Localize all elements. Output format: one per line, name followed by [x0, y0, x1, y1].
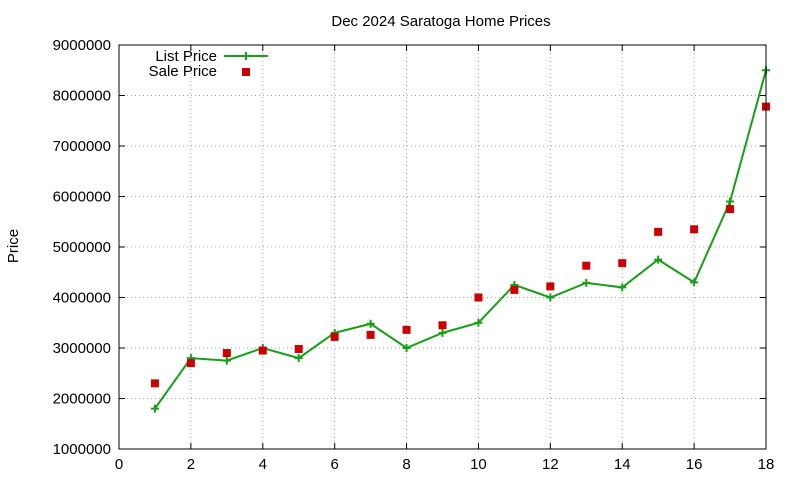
list-price-point	[690, 278, 699, 287]
sale-price-point	[654, 227, 663, 236]
chart-title: Dec 2024 Saratoga Home Prices	[331, 13, 550, 30]
sale-price-point	[330, 332, 339, 341]
y-tick-label: 4000000	[53, 290, 111, 307]
list-price-point	[726, 197, 735, 206]
list-price-point	[402, 344, 411, 352]
y-tick-label: 8000000	[53, 88, 111, 105]
list-price-point	[474, 318, 483, 327]
legend-marker-sale-price	[242, 68, 250, 76]
x-tick-label: 12	[542, 456, 559, 473]
list-price-point	[546, 293, 555, 302]
x-tick-label: 8	[402, 456, 410, 473]
sale-price-point	[150, 379, 159, 388]
sale-price-point	[366, 330, 375, 339]
sale-price-point	[618, 259, 627, 268]
x-tick-label: 18	[758, 456, 775, 473]
x-tick-label: 10	[470, 456, 487, 473]
sale-price-point	[690, 225, 699, 234]
series-line-list-price	[154, 69, 767, 410]
axis-ticks: 0 2 4 6 8 10 12 14 16 18 1000000 2000000 3000000 4000…	[53, 37, 775, 473]
x-tick-label: 2	[187, 456, 195, 473]
y-tick-label: 2000000	[53, 391, 111, 408]
list-price-point	[222, 356, 231, 365]
list-price-point	[294, 354, 303, 363]
x-tick-label: 4	[259, 456, 267, 473]
list-price-point	[654, 255, 663, 264]
sale-price-point	[294, 345, 303, 354]
y-tick-label: 7000000	[53, 138, 111, 155]
legend-marker-list-price	[242, 52, 250, 60]
sale-price-point	[582, 261, 591, 270]
sale-price-point	[186, 359, 195, 368]
sale-price-point	[402, 325, 411, 334]
x-tick-label: 0	[115, 456, 123, 473]
y-tick-label: 5000000	[53, 239, 111, 256]
legend: List Price Sale Price	[149, 48, 268, 80]
list-price-point	[438, 328, 447, 337]
y-tick-label: 1000000	[53, 441, 111, 458]
sale-price-point	[222, 349, 231, 358]
sale-price-point	[474, 293, 483, 302]
y-tick-label: 9000000	[53, 37, 111, 54]
plot-frame	[118, 44, 767, 450]
legend-label-sale-price: Sale Price	[149, 63, 217, 80]
legend-label-list-price: List Price	[155, 48, 217, 65]
y-axis-label: Price	[5, 229, 22, 263]
x-tick-label: 6	[330, 456, 338, 473]
plot-series	[150, 66, 770, 413]
list-price-point	[150, 404, 159, 413]
x-tick-label: 14	[614, 456, 631, 473]
sale-price-point	[258, 346, 267, 355]
sale-price-point	[546, 282, 555, 291]
list-price-point	[618, 283, 627, 292]
sale-price-point	[510, 285, 519, 294]
sale-price-point	[726, 205, 735, 214]
sale-price-point	[438, 321, 447, 330]
grid	[119, 45, 766, 449]
y-tick-label: 3000000	[53, 340, 111, 357]
list-price-point	[366, 319, 375, 328]
y-tick-label: 6000000	[53, 189, 111, 206]
list-price-point	[582, 278, 591, 287]
x-tick-label: 16	[686, 456, 703, 473]
